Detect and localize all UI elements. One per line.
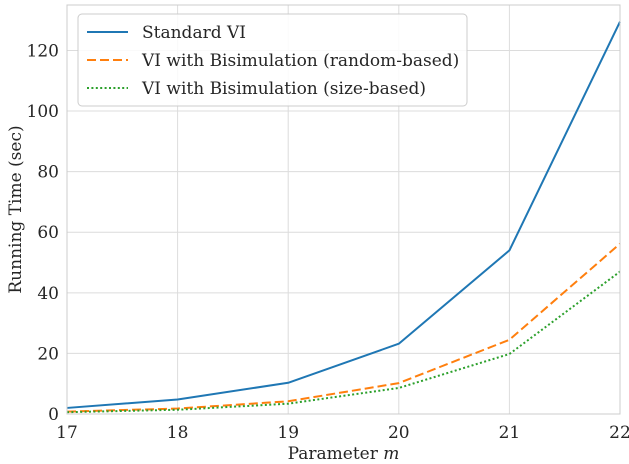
legend-label-3: VI with Bisimulation (size-based) bbox=[141, 79, 426, 99]
y-tick-label: 100 bbox=[27, 102, 59, 122]
x-tick-label: 19 bbox=[277, 423, 299, 443]
series-line-2 bbox=[66, 242, 621, 413]
y-tick-label: 0 bbox=[48, 405, 59, 425]
x-tick-label: 21 bbox=[499, 423, 521, 443]
legend-box bbox=[77, 13, 468, 107]
y-tick-label: 60 bbox=[37, 223, 59, 243]
y-tick-labels: 0 20 40 60 80 100 120 bbox=[27, 41, 59, 425]
legend-label-2: VI with Bisimulation (random-based) bbox=[141, 51, 459, 71]
y-axis-label: Running Time (sec) bbox=[6, 125, 26, 293]
series-line-3 bbox=[66, 270, 621, 414]
legend-label-1: Standard VI bbox=[142, 23, 246, 43]
series-line-1 bbox=[66, 21, 621, 409]
y-tick-label: 80 bbox=[37, 163, 59, 183]
x-tick-label: 17 bbox=[56, 423, 78, 443]
x-axis-label: Parameter m bbox=[288, 444, 400, 464]
series-lines bbox=[66, 21, 621, 414]
x-tick-label: 20 bbox=[388, 423, 410, 443]
plot-frame bbox=[66, 4, 621, 415]
y-tick-label: 20 bbox=[37, 344, 59, 364]
x-tick-label: 18 bbox=[167, 423, 189, 443]
y-tick-label: 120 bbox=[27, 41, 59, 61]
x-tick-labels: 17 18 19 20 21 22 bbox=[56, 423, 629, 443]
legend: Standard VI VI with Bisimulation (random-… bbox=[77, 13, 468, 107]
y-tick-label: 40 bbox=[37, 284, 59, 304]
x-tick-label: 22 bbox=[609, 423, 629, 443]
